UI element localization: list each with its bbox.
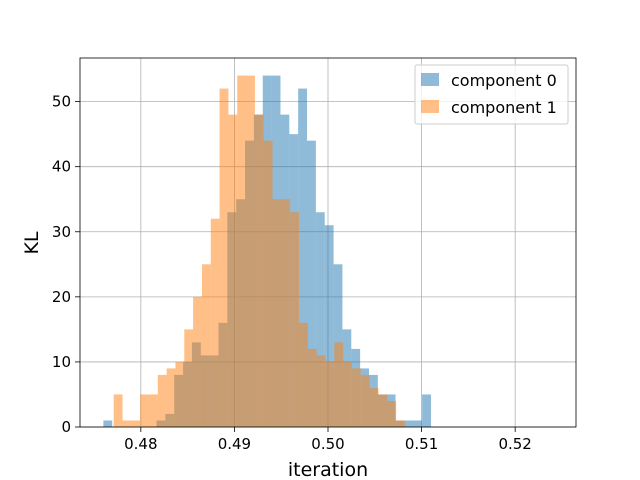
y-tick-label: 0 <box>61 418 71 436</box>
histogram-bar <box>148 394 158 427</box>
legend-swatch-component-1 <box>421 100 439 113</box>
histogram-bar <box>360 374 370 427</box>
histogram-bar <box>263 140 273 427</box>
histogram-bar <box>298 88 308 427</box>
histogram-bar <box>307 140 316 427</box>
legend-swatch-component-0 <box>421 73 439 86</box>
histogram-bar <box>122 420 132 427</box>
histogram-bar <box>378 394 388 427</box>
histogram-bar <box>201 264 211 427</box>
y-axis-label: KL <box>21 231 43 254</box>
histogram-bar <box>404 420 414 427</box>
histogram-bar <box>166 368 176 427</box>
histogram-bar <box>343 361 352 427</box>
histogram-bar <box>396 420 405 427</box>
x-tick-label: 0.50 <box>311 435 344 453</box>
histogram-bar <box>422 394 431 427</box>
histogram-bar <box>131 420 141 427</box>
histogram-bar <box>103 420 113 427</box>
histogram-bar <box>315 212 325 427</box>
x-tick-label: 0.52 <box>498 435 531 453</box>
histogram-bar <box>175 361 185 427</box>
histogram-bar <box>334 342 344 427</box>
histogram-bar <box>369 387 379 427</box>
histogram-bar <box>325 361 335 427</box>
x-tick-label: 0.48 <box>124 435 157 453</box>
histogram-bar <box>351 368 361 427</box>
y-tick-label: 30 <box>52 223 71 241</box>
y-tick-label: 50 <box>52 93 71 111</box>
histogram-bar <box>113 394 123 427</box>
histogram-bar <box>228 114 238 427</box>
y-tick-label: 40 <box>52 158 71 176</box>
histogram-bar <box>193 296 202 427</box>
x-tick-label: 0.49 <box>218 435 251 453</box>
y-tick-label: 10 <box>52 353 71 371</box>
histogram-bars <box>103 75 431 428</box>
histogram-bar <box>387 400 397 427</box>
histogram-bar <box>184 329 194 427</box>
histogram-bar <box>157 374 167 427</box>
series-1-bars <box>113 75 405 428</box>
legend-label-component-1: component 1 <box>451 98 557 117</box>
histogram-bar <box>299 322 308 427</box>
histogram-bar <box>140 394 149 427</box>
legend: component 0 component 1 <box>414 64 569 125</box>
histogram-bar <box>219 88 229 427</box>
histogram-bar <box>307 348 317 427</box>
histogram-bar <box>324 225 334 427</box>
histogram-bar <box>316 355 326 427</box>
histogram-bar <box>237 75 247 428</box>
histogram-bar <box>413 420 423 427</box>
x-axis-ticks: 0.48 0.49 0.50 0.51 0.52 <box>124 427 532 453</box>
y-tick-label: 20 <box>52 288 71 306</box>
histogram-bar <box>272 199 282 427</box>
legend-label-component-0: component 0 <box>451 71 557 90</box>
histogram-bar <box>254 114 264 427</box>
histogram-bar <box>281 199 291 427</box>
legend-box <box>414 64 569 125</box>
x-tick-label: 0.51 <box>405 435 438 453</box>
histogram-bar <box>290 212 300 427</box>
histogram-bar <box>246 75 255 428</box>
y-axis-ticks: 0 10 20 30 40 50 <box>52 93 80 436</box>
histogram-bar <box>210 218 220 427</box>
x-axis-label: iteration <box>288 459 368 480</box>
